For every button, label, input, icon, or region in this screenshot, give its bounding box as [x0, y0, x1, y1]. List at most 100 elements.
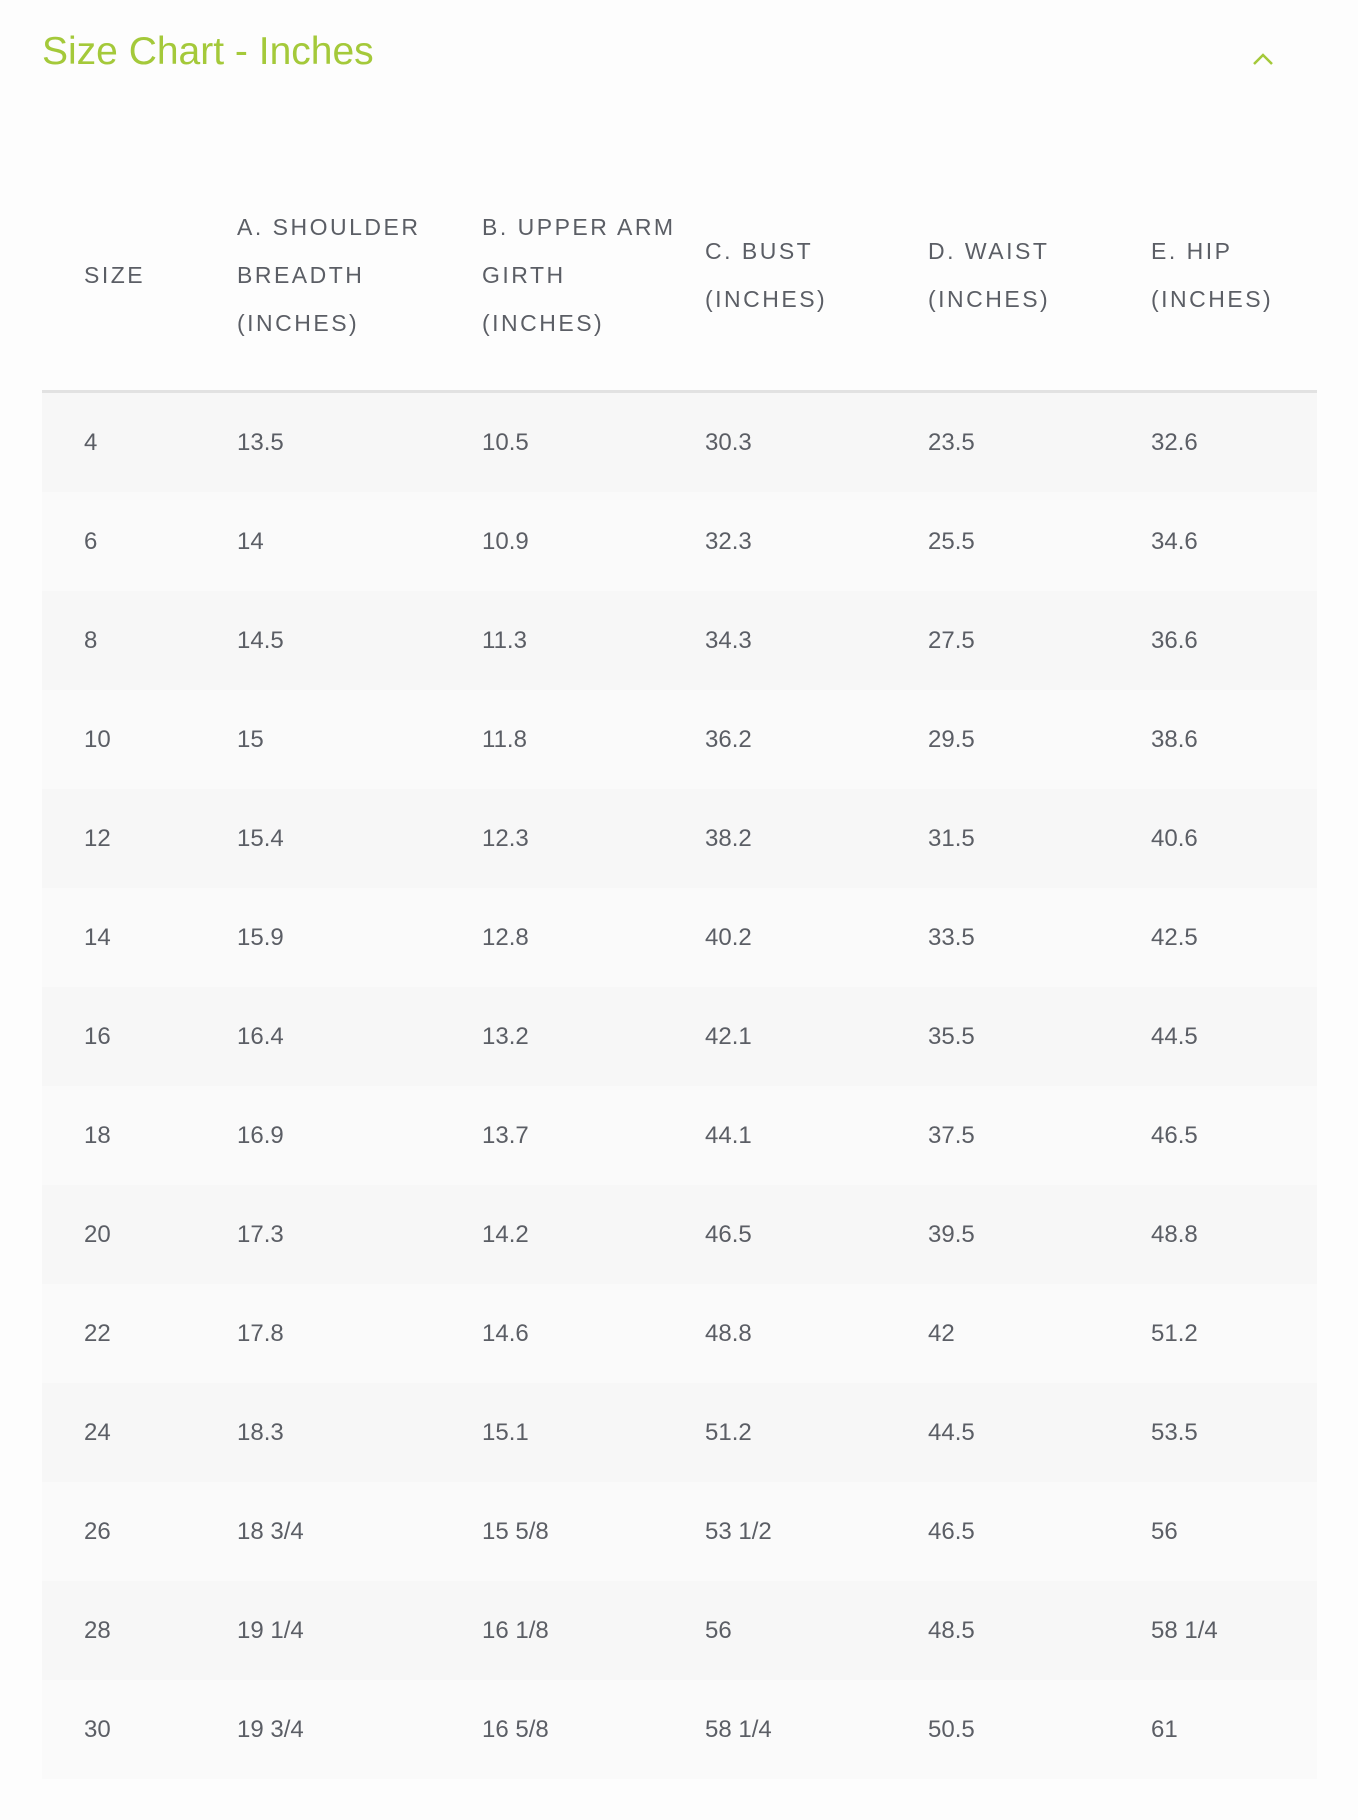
table-cell: 56: [1151, 1482, 1317, 1581]
table-row: 16 16.4 13.2 42.1 35.5 44.5: [42, 987, 1317, 1086]
size-chart-table: SIZE A. SHOULDER BREADTH (INCHES) B. UPPER…: [42, 160, 1317, 1779]
table-cell: 6: [42, 492, 237, 591]
table-cell: 58 1/4: [1151, 1581, 1317, 1680]
table-cell: 61: [1151, 1680, 1317, 1779]
table-cell: 51.2: [1151, 1284, 1317, 1383]
table-cell: 14.6: [482, 1284, 705, 1383]
table-cell: 11.3: [482, 591, 705, 690]
table-cell: 32.6: [1151, 391, 1317, 492]
table-row: 20 17.3 14.2 46.5 39.5 48.8: [42, 1185, 1317, 1284]
table-cell: 31.5: [928, 789, 1151, 888]
column-header: E. HIP (INCHES): [1151, 160, 1317, 393]
table-cell: 35.5: [928, 987, 1151, 1086]
table-cell: 28: [42, 1581, 237, 1680]
table-cell: 33.5: [928, 888, 1151, 987]
table-cell: 14: [237, 492, 482, 591]
table-cell: 44.5: [928, 1383, 1151, 1482]
table-cell: 56: [705, 1581, 928, 1680]
table-cell: 16 5/8: [482, 1680, 705, 1779]
table-cell: 18: [42, 1086, 237, 1185]
table-row: 10 15 11.8 36.2 29.5 38.6: [42, 690, 1317, 789]
table-cell: 15.1: [482, 1383, 705, 1482]
table-cell: 36.2: [705, 690, 928, 789]
table-cell: 16.4: [237, 987, 482, 1086]
table-cell: 44.5: [1151, 987, 1317, 1086]
table-cell: 4: [42, 391, 237, 492]
table-cell: 32.3: [705, 492, 928, 591]
table-cell: 13.2: [482, 987, 705, 1086]
table-cell: 46.5: [928, 1482, 1151, 1581]
chevron-up-icon[interactable]: [1248, 44, 1278, 74]
table-cell: 46.5: [705, 1185, 928, 1284]
table-cell: 42.5: [1151, 888, 1317, 987]
column-header: C. BUST (INCHES): [705, 160, 928, 393]
table-cell: 15 5/8: [482, 1482, 705, 1581]
table-cell: 40.2: [705, 888, 928, 987]
table-cell: 34.6: [1151, 492, 1317, 591]
table-cell: 16: [42, 987, 237, 1086]
header-label: A. SHOULDER BREADTH (INCHES): [237, 214, 421, 336]
table-row: 22 17.8 14.6 48.8 42 51.2: [42, 1284, 1317, 1383]
table-cell: 48.8: [705, 1284, 928, 1383]
table-cell: 51.2: [705, 1383, 928, 1482]
table-cell: 14.5: [237, 591, 482, 690]
table-cell: 46.5: [1151, 1086, 1317, 1185]
table-cell: 22: [42, 1284, 237, 1383]
header-label: D. WAIST (INCHES): [928, 238, 1051, 312]
table-cell: 24: [42, 1383, 237, 1482]
table-row: 30 19 3/4 16 5/8 58 1/4 50.5 61: [42, 1680, 1317, 1779]
table-cell: 53.5: [1151, 1383, 1317, 1482]
table-row: 4 13.5 10.5 30.3 23.5 32.6: [42, 391, 1317, 492]
table-cell: 34.3: [705, 591, 928, 690]
table-cell: 40.6: [1151, 789, 1317, 888]
table-cell: 18 3/4: [237, 1482, 482, 1581]
table-cell: 38.2: [705, 789, 928, 888]
table-row: 8 14.5 11.3 34.3 27.5 36.6: [42, 591, 1317, 690]
header-label: B. UPPER ARM GIRTH (INCHES): [482, 214, 676, 336]
table-row: 12 15.4 12.3 38.2 31.5 40.6: [42, 789, 1317, 888]
table-cell: 39.5: [928, 1185, 1151, 1284]
table-cell: 12: [42, 789, 237, 888]
table-cell: 10.5: [482, 391, 705, 492]
table-cell: 11.8: [482, 690, 705, 789]
table-cell: 50.5: [928, 1680, 1151, 1779]
table-row: 14 15.9 12.8 40.2 33.5 42.5: [42, 888, 1317, 987]
table-cell: 12.8: [482, 888, 705, 987]
table-cell: 36.6: [1151, 591, 1317, 690]
table-cell: 14: [42, 888, 237, 987]
table-cell: 23.5: [928, 391, 1151, 492]
table-cell: 10: [42, 690, 237, 789]
table-cell: 13.7: [482, 1086, 705, 1185]
table-cell: 29.5: [928, 690, 1151, 789]
table-cell: 19 1/4: [237, 1581, 482, 1680]
table-cell: 58 1/4: [705, 1680, 928, 1779]
table-cell: 10.9: [482, 492, 705, 591]
table-cell: 38.6: [1151, 690, 1317, 789]
table-cell: 17.8: [237, 1284, 482, 1383]
table-cell: 20: [42, 1185, 237, 1284]
table-cell: 37.5: [928, 1086, 1151, 1185]
table-cell: 26: [42, 1482, 237, 1581]
table-row: 18 16.9 13.7 44.1 37.5 46.5: [42, 1086, 1317, 1185]
table-cell: 12.3: [482, 789, 705, 888]
table-cell: 30.3: [705, 391, 928, 492]
table-row: 28 19 1/4 16 1/8 56 48.5 58 1/4: [42, 1581, 1317, 1680]
table-row: 24 18.3 15.1 51.2 44.5 53.5: [42, 1383, 1317, 1482]
column-header: B. UPPER ARM GIRTH (INCHES): [482, 160, 705, 393]
table-cell: 42.1: [705, 987, 928, 1086]
table-row: 26 18 3/4 15 5/8 53 1/2 46.5 56: [42, 1482, 1317, 1581]
table-cell: 16 1/8: [482, 1581, 705, 1680]
header-row: SIZE A. SHOULDER BREADTH (INCHES) B. UPPER…: [42, 160, 1317, 393]
column-header: A. SHOULDER BREADTH (INCHES): [237, 160, 482, 393]
column-header: SIZE: [42, 160, 237, 393]
table-cell: 15: [237, 690, 482, 789]
table-cell: 18.3: [237, 1383, 482, 1482]
table-row: 6 14 10.9 32.3 25.5 34.6: [42, 492, 1317, 591]
table-cell: 48.8: [1151, 1185, 1317, 1284]
table-cell: 15.4: [237, 789, 482, 888]
table-cell: 14.2: [482, 1185, 705, 1284]
table-cell: 19 3/4: [237, 1680, 482, 1779]
table-cell: 15.9: [237, 888, 482, 987]
table-cell: 44.1: [705, 1086, 928, 1185]
column-header: D. WAIST (INCHES): [928, 160, 1151, 393]
